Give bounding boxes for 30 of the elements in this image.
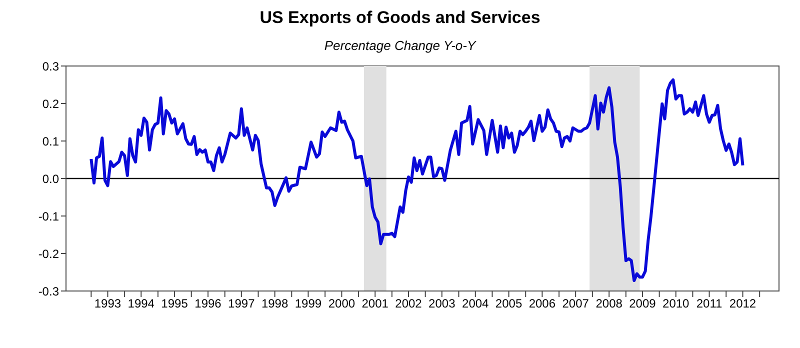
line-series [90,78,744,282]
x-tick-label: 1994 [128,296,155,311]
x-tick-label: 1998 [261,296,288,311]
chart-title: US Exports of Goods and Services [258,8,542,28]
x-tick-label: 2008 [596,296,623,311]
x-tick-label: 2005 [495,296,522,311]
y-tick-label: 0.2 [42,96,60,111]
chart-subtitle: Percentage Change Y-o-Y [323,38,478,53]
x-tick-label: 1999 [294,296,322,311]
y-tick-label: 0.1 [42,134,60,148]
y-tick-label: 0.0 [42,172,60,186]
y-tick-label: -0.1 [38,209,60,224]
x-tick-label: 2011 [696,296,722,311]
x-tick-label: 2006 [528,296,556,311]
x-tick-label: 2003 [428,296,456,311]
y-tick-label: -0.3 [38,284,60,298]
x-tick-label: 2007 [562,296,590,311]
x-tick-label: 1997 [228,296,256,311]
x-tick-label: 1996 [194,296,222,311]
x-tick-label: 2009 [629,296,656,311]
x-tick-label: 1995 [161,296,188,311]
x-tick-label: 2004 [462,296,490,311]
y-tick-label: 0.3 [42,59,60,74]
x-tick-label: 2002 [395,296,422,311]
y-tick-label: -0.2 [38,246,60,261]
x-tick-label: 1993 [94,296,122,311]
x-tick-label: 2012 [729,296,756,311]
x-tick-label: 2000 [328,296,356,311]
x-tick-label: 2010 [662,296,690,311]
x-tick-label: 2001 [362,296,389,311]
